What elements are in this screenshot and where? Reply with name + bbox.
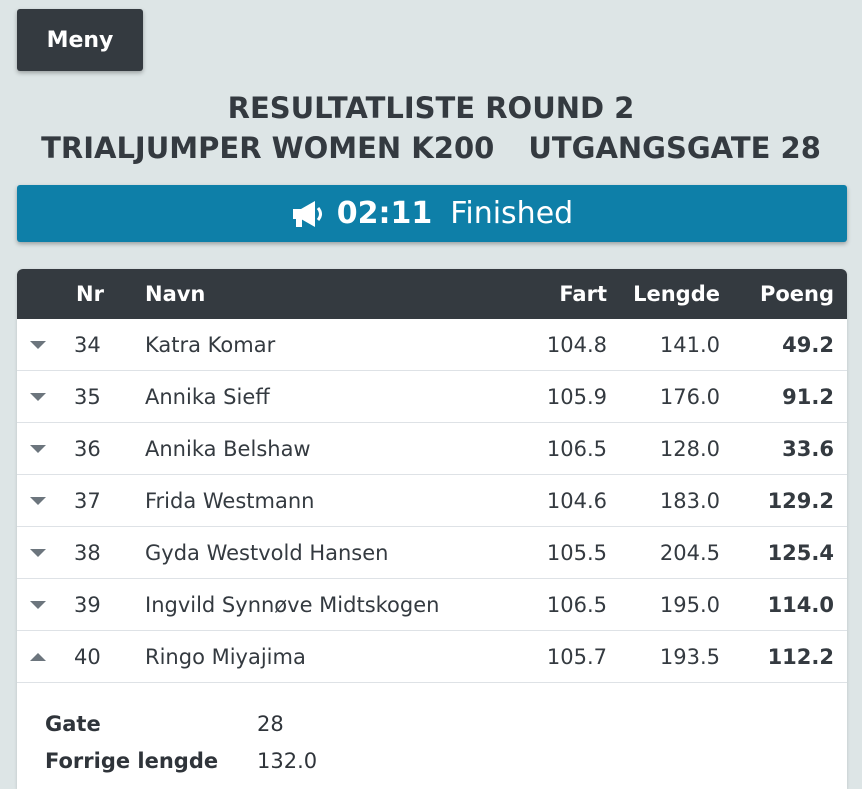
table-row[interactable]: 38 Gyda Westvold Hansen 105.5 204.5 125.4 xyxy=(17,527,847,579)
header-poeng: Poeng xyxy=(759,282,834,306)
row-name: Gyda Westvold Hansen xyxy=(145,540,389,565)
row-name: Annika Sieff xyxy=(145,384,270,409)
row-poeng: 91.2 xyxy=(782,384,834,409)
row-poeng: 129.2 xyxy=(767,488,834,513)
chevron-down-icon[interactable] xyxy=(17,496,59,505)
header-fart: Fart xyxy=(559,282,607,306)
table-row[interactable]: 36 Annika Belshaw 106.5 128.0 33.6 xyxy=(17,423,847,475)
chevron-down-icon[interactable] xyxy=(17,548,59,557)
exit-gate: UTGANGSGATE 28 xyxy=(528,131,821,165)
row-lengde: 128.0 xyxy=(659,436,720,461)
row-name: Ringo Miyajima xyxy=(145,644,306,669)
row-poeng: 49.2 xyxy=(782,332,834,357)
chevron-up-icon[interactable] xyxy=(17,652,59,661)
table-row[interactable]: 35 Annika Sieff 105.9 176.0 91.2 xyxy=(17,371,847,423)
detail-previous-length: Forrige lengde 132.0 xyxy=(45,748,318,773)
row-name: Annika Belshaw xyxy=(145,436,311,461)
row-poeng: 125.4 xyxy=(767,540,834,565)
row-nr: 40 xyxy=(74,644,101,669)
header-nr: Nr xyxy=(76,282,104,306)
row-fart: 104.8 xyxy=(546,332,607,357)
megaphone-icon xyxy=(291,199,325,229)
row-fart: 105.7 xyxy=(546,644,607,669)
table-row[interactable]: 34 Katra Komar 104.8 141.0 49.2 xyxy=(17,319,847,371)
menu-button[interactable]: Meny xyxy=(17,9,143,71)
detail-gate: Gate 28 xyxy=(45,711,284,736)
status-text: Finished xyxy=(450,196,574,231)
chevron-down-icon[interactable] xyxy=(17,600,59,609)
header-lengde: Lengde xyxy=(633,282,720,306)
row-lengde: 141.0 xyxy=(659,332,720,357)
row-fart: 105.5 xyxy=(546,540,607,565)
row-lengde: 204.5 xyxy=(659,540,720,565)
table-header: Nr Navn Fart Lengde Poeng xyxy=(17,269,847,319)
results-table: Nr Navn Fart Lengde Poeng 34 Katra Komar 1… xyxy=(17,269,847,789)
row-fart: 106.5 xyxy=(546,592,607,617)
chevron-down-icon[interactable] xyxy=(17,444,59,453)
page-title: RESULTATLISTE ROUND 2 TRIALJUMPER WOMEN … xyxy=(0,88,862,168)
row-nr: 38 xyxy=(74,540,101,565)
status-time: 02:11 xyxy=(336,196,433,231)
row-fart: 105.9 xyxy=(546,384,607,409)
chevron-down-icon[interactable] xyxy=(17,392,59,401)
row-poeng: 114.0 xyxy=(767,592,834,617)
header-name: Navn xyxy=(145,282,206,306)
row-nr: 39 xyxy=(74,592,101,617)
row-lengde: 193.5 xyxy=(659,644,720,669)
table-row[interactable]: 37 Frida Westmann 104.6 183.0 129.2 xyxy=(17,475,847,527)
row-nr: 35 xyxy=(74,384,101,409)
row-poeng: 112.2 xyxy=(767,644,834,669)
competition-name: TRIALJUMPER WOMEN K200 xyxy=(41,131,495,165)
row-lengde: 183.0 xyxy=(659,488,720,513)
row-fart: 104.6 xyxy=(546,488,607,513)
row-name: Frida Westmann xyxy=(145,488,315,513)
row-poeng: 33.6 xyxy=(782,436,834,461)
details-panel: Gate 28 Forrige lengde 132.0 xyxy=(17,683,847,779)
row-lengde: 195.0 xyxy=(659,592,720,617)
row-fart: 106.5 xyxy=(546,436,607,461)
title-line-2: TRIALJUMPER WOMEN K200 UTGANGSGATE 28 xyxy=(0,128,862,168)
row-nr: 37 xyxy=(74,488,101,513)
row-name: Katra Komar xyxy=(145,332,276,357)
table-row[interactable]: 40 Ringo Miyajima 105.7 193.5 112.2 xyxy=(17,631,847,683)
row-nr: 36 xyxy=(74,436,101,461)
row-lengde: 176.0 xyxy=(659,384,720,409)
status-bar: 02:11 Finished xyxy=(17,185,847,242)
title-line-1: RESULTATLISTE ROUND 2 xyxy=(227,91,635,125)
row-name: Ingvild Synnøve Midtskogen xyxy=(145,592,440,617)
table-row[interactable]: 39 Ingvild Synnøve Midtskogen 106.5 195.0 11… xyxy=(17,579,847,631)
row-nr: 34 xyxy=(74,332,101,357)
chevron-down-icon[interactable] xyxy=(17,340,59,349)
